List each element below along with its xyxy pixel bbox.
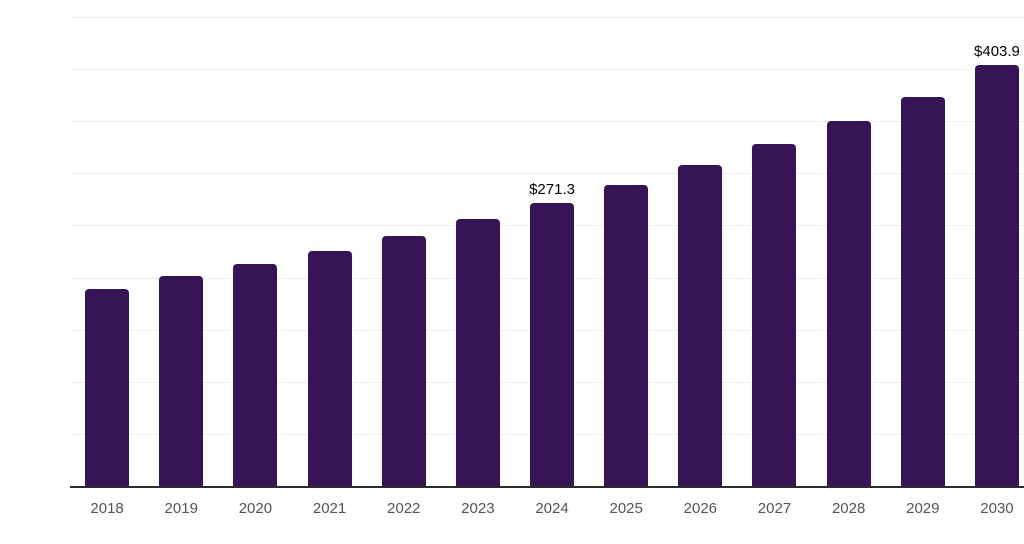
x-tick-2028: 2028 xyxy=(831,500,866,517)
x-tick-2021: 2021 xyxy=(312,500,347,517)
data-label-2030: $403.9 xyxy=(974,43,1020,61)
bar-2019 xyxy=(159,276,204,486)
bar-slot-2030: $403.9 xyxy=(960,16,1024,486)
bar-slot-2027 xyxy=(737,16,811,486)
bar-2029 xyxy=(900,96,945,486)
gridline-400 xyxy=(70,69,1024,71)
bar-2023 xyxy=(455,219,500,486)
bar-slot-2020 xyxy=(218,16,292,486)
bar-slot-2026 xyxy=(663,16,737,486)
bar-2021 xyxy=(307,250,352,486)
bar-slot-2021 xyxy=(292,16,366,486)
bar-slot-2028 xyxy=(812,16,886,486)
x-tick-2024: 2024 xyxy=(535,500,569,517)
x-tick-2027: 2027 xyxy=(757,500,792,517)
bar-2024 xyxy=(530,203,575,486)
data-label-2024: $271.3 xyxy=(529,181,575,199)
x-tick-2020: 2020 xyxy=(238,500,273,517)
x-tick-2026: 2026 xyxy=(683,500,718,517)
bar-slot-2019 xyxy=(144,16,218,486)
bar-slot-2025 xyxy=(589,16,663,486)
bar-2018 xyxy=(85,288,130,486)
x-tick-2029: 2029 xyxy=(906,500,940,517)
bar-2030 xyxy=(974,65,1019,486)
bar-chart: $271.3 $403.9 2018 2019 2020 2021 2022 2023 202… xyxy=(40,16,1024,528)
bar-2026 xyxy=(678,164,723,486)
bar-2027 xyxy=(752,143,797,486)
bar-2022 xyxy=(381,236,426,486)
bar-slot-2029 xyxy=(886,16,960,486)
bar-2028 xyxy=(826,120,871,486)
x-tick-2018: 2018 xyxy=(90,500,124,517)
x-tick-2022: 2022 xyxy=(387,500,421,517)
bar-slot-2024: $271.3 xyxy=(515,16,589,486)
bar-slot-2018 xyxy=(70,16,144,486)
x-tick-2030: 2030 xyxy=(980,500,1014,517)
x-axis-line xyxy=(70,486,1024,488)
bar-slot-2022 xyxy=(367,16,441,486)
gridline-350 xyxy=(70,121,1024,123)
bar-2025 xyxy=(604,184,649,486)
x-tick-2019: 2019 xyxy=(164,500,198,517)
bar-slot-2023 xyxy=(441,16,515,486)
x-tick-2025: 2025 xyxy=(609,500,643,517)
bars-container: $271.3 $403.9 xyxy=(70,16,1024,486)
bar-2020 xyxy=(233,263,278,486)
gridline-300 xyxy=(70,173,1024,175)
x-axis-tick-labels: 2018 2019 2020 2021 2022 2023 2024 2025 2026 2027… xyxy=(70,500,1024,517)
x-tick-2023: 2023 xyxy=(461,500,495,517)
gridline-450 xyxy=(70,17,1024,18)
